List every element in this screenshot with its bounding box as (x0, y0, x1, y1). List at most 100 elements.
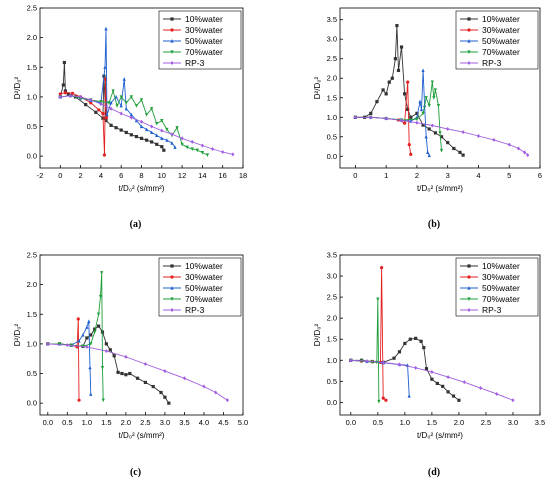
data-point (446, 375, 450, 380)
data-point (409, 115, 413, 119)
data-point (160, 136, 164, 140)
x-tick-label: 2.5 (140, 418, 150, 427)
y-axis-label: D²/D₀² (13, 76, 22, 99)
data-point (134, 134, 139, 139)
data-point (124, 106, 128, 111)
data-point (143, 380, 148, 385)
data-point (376, 297, 380, 302)
x-tick-label: 4.0 (199, 418, 209, 427)
x-tick-label: 4 (99, 171, 103, 180)
x-axis-label: t/D₀² (s/mm²) (119, 431, 165, 440)
data-point (104, 118, 108, 123)
data-point (526, 153, 530, 158)
legend-marker (467, 275, 471, 279)
legend-entry: 70%water (185, 294, 223, 304)
data-point (185, 145, 189, 150)
data-point (349, 358, 353, 363)
data-point (446, 141, 450, 145)
legend-entry: 70%water (482, 47, 520, 57)
data-point (421, 111, 425, 116)
data-point (399, 118, 404, 123)
data-point (77, 338, 81, 343)
legend-entry: 10%water (185, 261, 223, 271)
data-point (365, 359, 369, 364)
data-point (381, 396, 385, 400)
data-point (516, 146, 521, 151)
legend-marker (467, 39, 471, 43)
data-point (104, 349, 108, 353)
data-point (462, 380, 466, 385)
legend-marker (467, 50, 471, 54)
data-point (124, 373, 128, 377)
data-point (105, 112, 109, 117)
data-point (427, 127, 431, 131)
chart-panel-2: 0 1 2 3 4 5 6 0.0 0.5 1.0 1.5 2.0 2.5 3.0 3.5 t/D₀² (s/… (313, 7, 542, 230)
data-point (150, 130, 154, 135)
data-point (104, 116, 109, 120)
x-tick-label: 0 (353, 171, 357, 180)
data-point (139, 124, 144, 129)
legend-marker (170, 28, 174, 32)
legend-marker (467, 264, 471, 268)
x-tick-label: 2 (79, 171, 83, 180)
data-point (173, 145, 177, 149)
data-point (523, 150, 527, 155)
data-point (406, 107, 410, 112)
data-point (403, 92, 407, 96)
data-point (438, 131, 442, 135)
legend-entry: 70%water (482, 294, 520, 304)
data-point (399, 45, 404, 49)
series-line (47, 318, 80, 401)
y-axis-label: D²/D₀² (313, 323, 322, 346)
data-point (180, 136, 184, 141)
data-point (452, 146, 456, 151)
legend-entry: 50%water (482, 36, 520, 46)
data-point (407, 394, 411, 398)
series-line (60, 95, 233, 155)
x-tick-label: 12 (178, 171, 186, 180)
data-point (414, 365, 418, 370)
data-point (384, 116, 388, 121)
x-tick-label: -2 (37, 171, 44, 180)
series-70%water (353, 80, 444, 153)
data-point (415, 117, 419, 122)
data-point (89, 392, 93, 396)
data-point (119, 111, 123, 116)
panel-label: (a) (130, 219, 142, 230)
data-point (415, 120, 419, 125)
data-point (58, 94, 62, 99)
data-point (89, 333, 93, 337)
x-tick-label: 0.5 (373, 418, 383, 427)
data-point (134, 104, 139, 108)
data-point (99, 100, 103, 104)
data-point (124, 101, 128, 105)
data-point (182, 376, 187, 381)
series-line (350, 267, 387, 401)
data-point (77, 398, 81, 402)
data-point (150, 107, 154, 111)
y-tick-label: 2.0 (327, 74, 337, 83)
series-RP-3 (353, 115, 530, 158)
y-axis-label: D²/D₀² (13, 323, 22, 346)
y-tick-label: 1.0 (327, 356, 337, 365)
legend-marker (170, 264, 174, 268)
series-10%water (58, 60, 166, 152)
series-line (355, 82, 442, 151)
y-tick-label: 0.0 (27, 399, 37, 408)
data-point (63, 89, 67, 93)
data-point (492, 137, 496, 142)
data-point (397, 350, 402, 354)
legend-marker (467, 286, 471, 290)
data-point (390, 76, 394, 80)
y-tick-label: 3.0 (327, 272, 337, 281)
y-tick-label: 1.0 (327, 113, 337, 122)
data-point (119, 128, 123, 132)
x-tick-label: 3.0 (160, 418, 170, 427)
data-point (76, 317, 80, 321)
data-point (135, 376, 140, 380)
data-point (81, 333, 85, 337)
legend-box (455, 10, 539, 70)
data-point (418, 99, 422, 104)
data-point (144, 138, 149, 142)
